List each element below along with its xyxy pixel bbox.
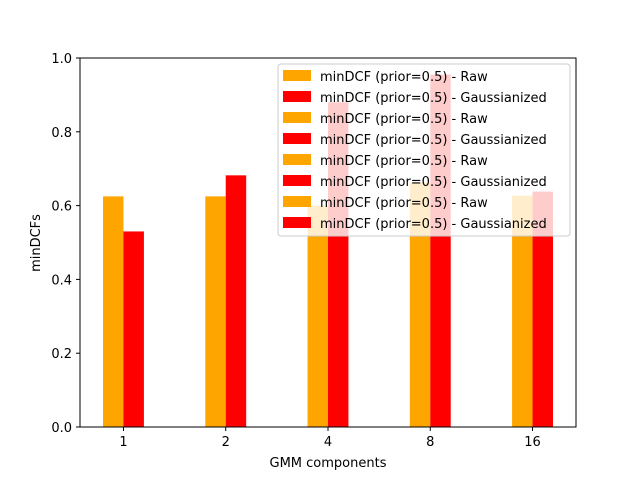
legend-entry-label: minDCF (prior=0.5) - Raw [320,70,488,85]
legend-entry-label: minDCF (prior=0.5) - Gaussianized [320,175,547,190]
legend-frame [277,63,571,237]
y-tick-label: 0.6 [51,200,72,215]
bar-raw-8 [409,182,431,427]
legend-entry-label: minDCF (prior=0.5) - Gaussianized [320,217,547,232]
bar-raw-4 [307,205,328,427]
x-axis-label: GMM components [270,456,387,471]
legend-swatch [283,196,311,207]
legend-swatch [283,217,311,228]
y-tick-label: 0.2 [51,347,72,362]
legend-swatch [283,175,311,186]
y-tick-label: 0.8 [51,126,72,141]
legend-swatch [283,133,311,144]
legend-swatch [283,91,311,102]
bar-gaussianized-1 [123,231,144,427]
legend-entry-label: minDCF (prior=0.5) - Raw [320,112,488,127]
axes-group: 1 2 4 8 16 0.0 0.2 0.4 0.6 0.8 1.0 [51,52,577,450]
bar-gaussianized-2 [225,175,247,427]
bar-raw-16 [512,195,533,427]
y-tick-label: 0.4 [51,273,72,288]
legend-swatch [283,112,311,123]
legend-swatch [283,154,311,165]
x-tick-label: 2 [222,435,230,450]
y-tick-label: 0.0 [51,421,72,436]
x-tick-label: 4 [324,435,332,450]
x-tick-label: 8 [426,435,434,450]
x-tick-label: 16 [524,435,541,450]
legend-swatch [283,70,311,81]
legend: minDCF (prior=0.5) - Raw minDCF (prior=0.… [277,63,571,237]
bar-gaussianized-16 [532,191,553,427]
bar-raw-2 [205,196,226,428]
y-axis-label: minDCFs [29,214,44,272]
legend-entry-label: minDCF (prior=0.5) - Raw [320,154,488,169]
y-tick-label: 1.0 [51,52,72,67]
bar-raw-1 [103,196,124,428]
legend-entry-label: minDCF (prior=0.5) - Raw [320,196,488,211]
legend-entry-label: minDCF (prior=0.5) - Gaussianized [320,133,547,148]
x-tick-label: 1 [119,435,127,450]
legend-entry-label: minDCF (prior=0.5) - Gaussianized [320,91,547,106]
